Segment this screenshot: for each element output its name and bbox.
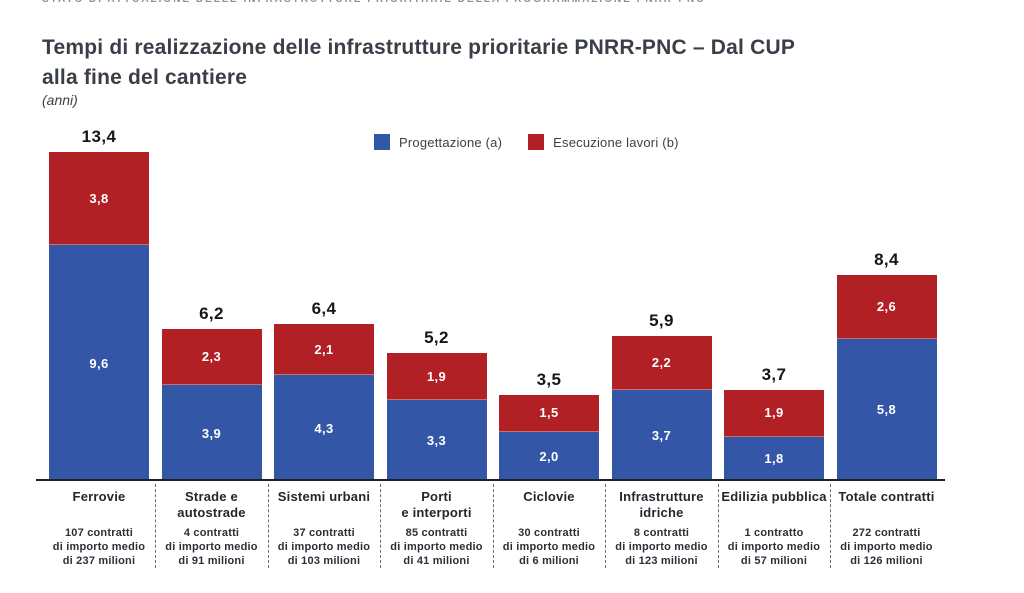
category-detail: 107 contratti di importo medio di 237 mi… (52, 527, 146, 567)
category-name: Ferrovie (72, 489, 126, 504)
bar-segment-progettazione: 2,0 (499, 431, 599, 481)
bar-segment-progettazione: 9,6 (49, 245, 149, 481)
bar-segment-progettazione: 1,8 (724, 436, 824, 481)
category-label-block: Strade e autostrade 4 contratti di import… (150, 489, 274, 568)
bar-segment-progettazione: 3,7 (611, 390, 712, 481)
bar-segment-progettazione: 3,3 (386, 399, 487, 481)
category-separator-line (605, 484, 607, 568)
category-name: Ciclovie (523, 489, 575, 504)
category-separator-line (267, 484, 269, 568)
bar-total-label: 3,7 (761, 365, 787, 385)
category-separator-line (155, 484, 157, 568)
bar-segment-esecuzione: 2,1 (274, 323, 374, 376)
chart-title: Tempi di realizzazione delle infrastrutt… (42, 33, 795, 93)
category-detail: 1 contratto di importo medio di 57 milio… (727, 527, 821, 567)
category-label-block: Porti e interporti 85 contratti di import… (375, 489, 499, 568)
category-name: Sistemi urbani (277, 489, 371, 504)
chart-legend: Progettazione (a) Esecuzione lavori (b) (374, 134, 679, 150)
category-name: Porti e interporti (401, 489, 472, 520)
category-separator-line (717, 484, 719, 568)
chart-title-line2: alla fine del cantiere (42, 66, 248, 89)
bar-segment-esecuzione: 2,6 (836, 274, 937, 339)
category-separator-line (492, 484, 494, 568)
legend-item-progettazione: Progettazione (a) (374, 134, 502, 150)
bar-total-label: 5,9 (649, 311, 674, 331)
bar-segment-esecuzione: 2,3 (161, 328, 262, 386)
category-label-block: Totale contratti 272 contratti di importo… (825, 489, 949, 568)
bar-total-label: 3,5 (536, 370, 562, 390)
running-header: STATO DI ATTUAZIONE DELLE INFRASTRUTTURE… (42, 0, 705, 6)
bar-segment-esecuzione: 2,2 (611, 336, 712, 391)
bar-segment-esecuzione: 1,9 (724, 390, 824, 437)
bar-segment-progettazione: 3,9 (161, 385, 262, 481)
category-detail: 8 contratti di importo medio di 123 mili… (615, 527, 708, 567)
category-label-block: Sistemi urbani 37 contratti di importo me… (262, 489, 386, 568)
bar-total-label: 6,2 (199, 303, 224, 323)
category-label-block: Ciclovie 30 contratti di importo medio di… (487, 489, 611, 568)
category-detail: 37 contratti di importo medio di 103 mil… (277, 527, 371, 567)
category-label-block: Ferrovie 107 contratti di importo medio d… (37, 489, 161, 568)
bar-total-label: 5,2 (424, 328, 449, 348)
bar-segment-esecuzione: 3,8 (49, 152, 149, 246)
category-detail: 4 contratti di importo medio di 91 milio… (165, 527, 258, 567)
category-detail: 30 contratti di importo medio di 6 milio… (502, 527, 596, 567)
x-axis-line (36, 479, 945, 481)
legend-label: Esecuzione lavori (b) (553, 134, 679, 150)
category-separator-line (380, 484, 382, 568)
category-name: Infrastrutture idriche (619, 489, 704, 520)
legend-label: Progettazione (a) (399, 134, 503, 150)
category-name: Edilizia pubblica (721, 489, 827, 504)
legend-swatch-icon (528, 134, 545, 150)
bar-total-label: 8,4 (874, 249, 899, 269)
category-label-block: Infrastrutture idriche 8 contratti di imp… (600, 489, 724, 568)
bar-segment-esecuzione: 1,5 (499, 395, 599, 432)
legend-item-esecuzione: Esecuzione lavori (b) (528, 134, 679, 150)
legend-swatch-icon (374, 134, 390, 150)
chart-title-line1: Tempi di realizzazione delle infrastrutt… (42, 36, 796, 59)
bar-segment-progettazione: 5,8 (836, 338, 937, 481)
bar-segment-progettazione: 4,3 (274, 375, 374, 481)
category-name: Strade e autostrade (177, 489, 246, 520)
bar-segment-esecuzione: 1,9 (386, 353, 487, 400)
category-name: Totale contratti (838, 489, 935, 504)
unit-note: (anni) (42, 92, 78, 108)
category-detail: 85 contratti di importo medio di 41 mili… (390, 527, 483, 567)
category-label-block: Edilizia pubblica 1 contratto di importo … (712, 489, 836, 568)
category-detail: 272 contratti di importo medio di 126 mi… (840, 527, 933, 567)
bar-total-label: 13,4 (81, 127, 117, 147)
category-separator-line (830, 484, 832, 568)
bar-total-label: 6,4 (311, 298, 337, 318)
